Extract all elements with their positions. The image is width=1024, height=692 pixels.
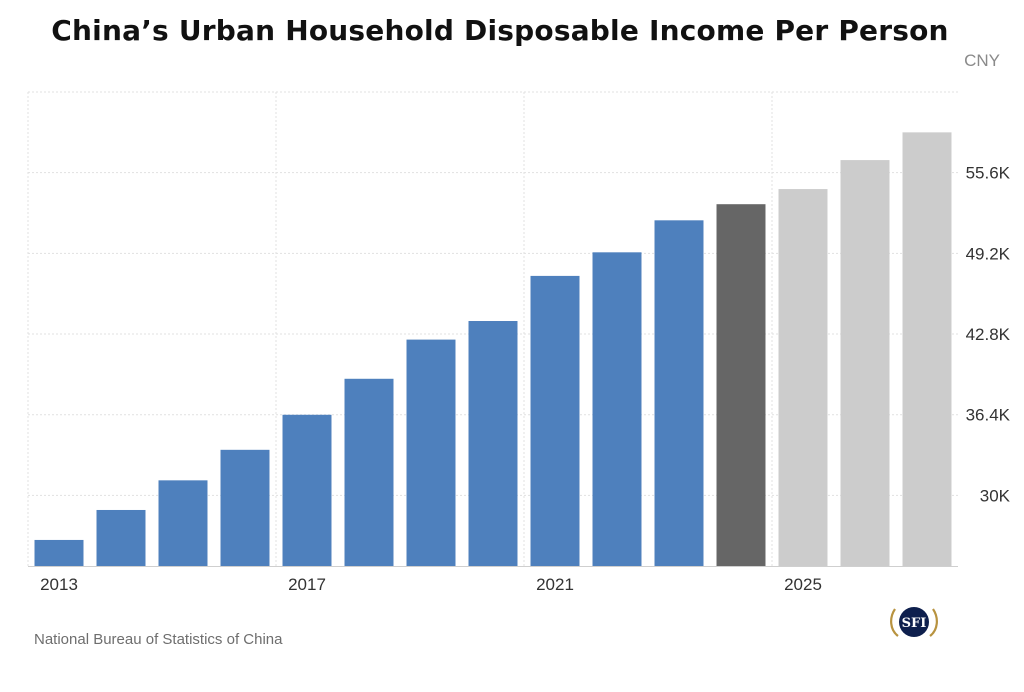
source-note: National Bureau of Statistics of China (34, 631, 283, 648)
y-tick-label: 36.4K (966, 406, 1011, 425)
logo-emblem (899, 607, 929, 637)
bar-2016 (220, 449, 270, 566)
y-tick-label: 42.8K (966, 325, 1011, 344)
bar-2019 (406, 339, 456, 566)
bars (34, 132, 952, 566)
bar-2015 (158, 480, 208, 566)
y-tick-label: 55.6K (966, 164, 1011, 183)
bar-2022 (592, 252, 642, 566)
bar-2025 (778, 189, 828, 566)
logo-text: SFI (902, 616, 927, 631)
bar-2014 (96, 509, 146, 566)
bar-2021 (530, 275, 580, 566)
y-tick-label: 49.2K (966, 244, 1011, 263)
x-tick-label: 2013 (40, 575, 78, 594)
bar-2023 (654, 220, 704, 566)
sfi-logo: SFI (890, 607, 938, 637)
y-tick-label: 30K (980, 486, 1011, 505)
chart-title: China’s Urban Household Disposable Incom… (51, 14, 949, 47)
axes: 30K 36.4K 42.8K 49.2K 55.6K 2013 2017 2021 2025 (28, 164, 1011, 594)
x-tick-label: 2025 (784, 575, 822, 594)
unit-label: CNY (964, 51, 1000, 70)
x-tick-label: 2021 (536, 575, 574, 594)
bar-2018 (344, 378, 394, 566)
bar-2013 (34, 539, 84, 566)
bar-2024 (716, 204, 766, 566)
laurel-wreath-icon (890, 608, 938, 637)
bar-2026 (840, 160, 890, 566)
bar-2027 (902, 132, 952, 566)
x-tick-label: 2017 (288, 575, 326, 594)
bar-2020 (468, 321, 518, 566)
bar-2017 (282, 414, 332, 566)
